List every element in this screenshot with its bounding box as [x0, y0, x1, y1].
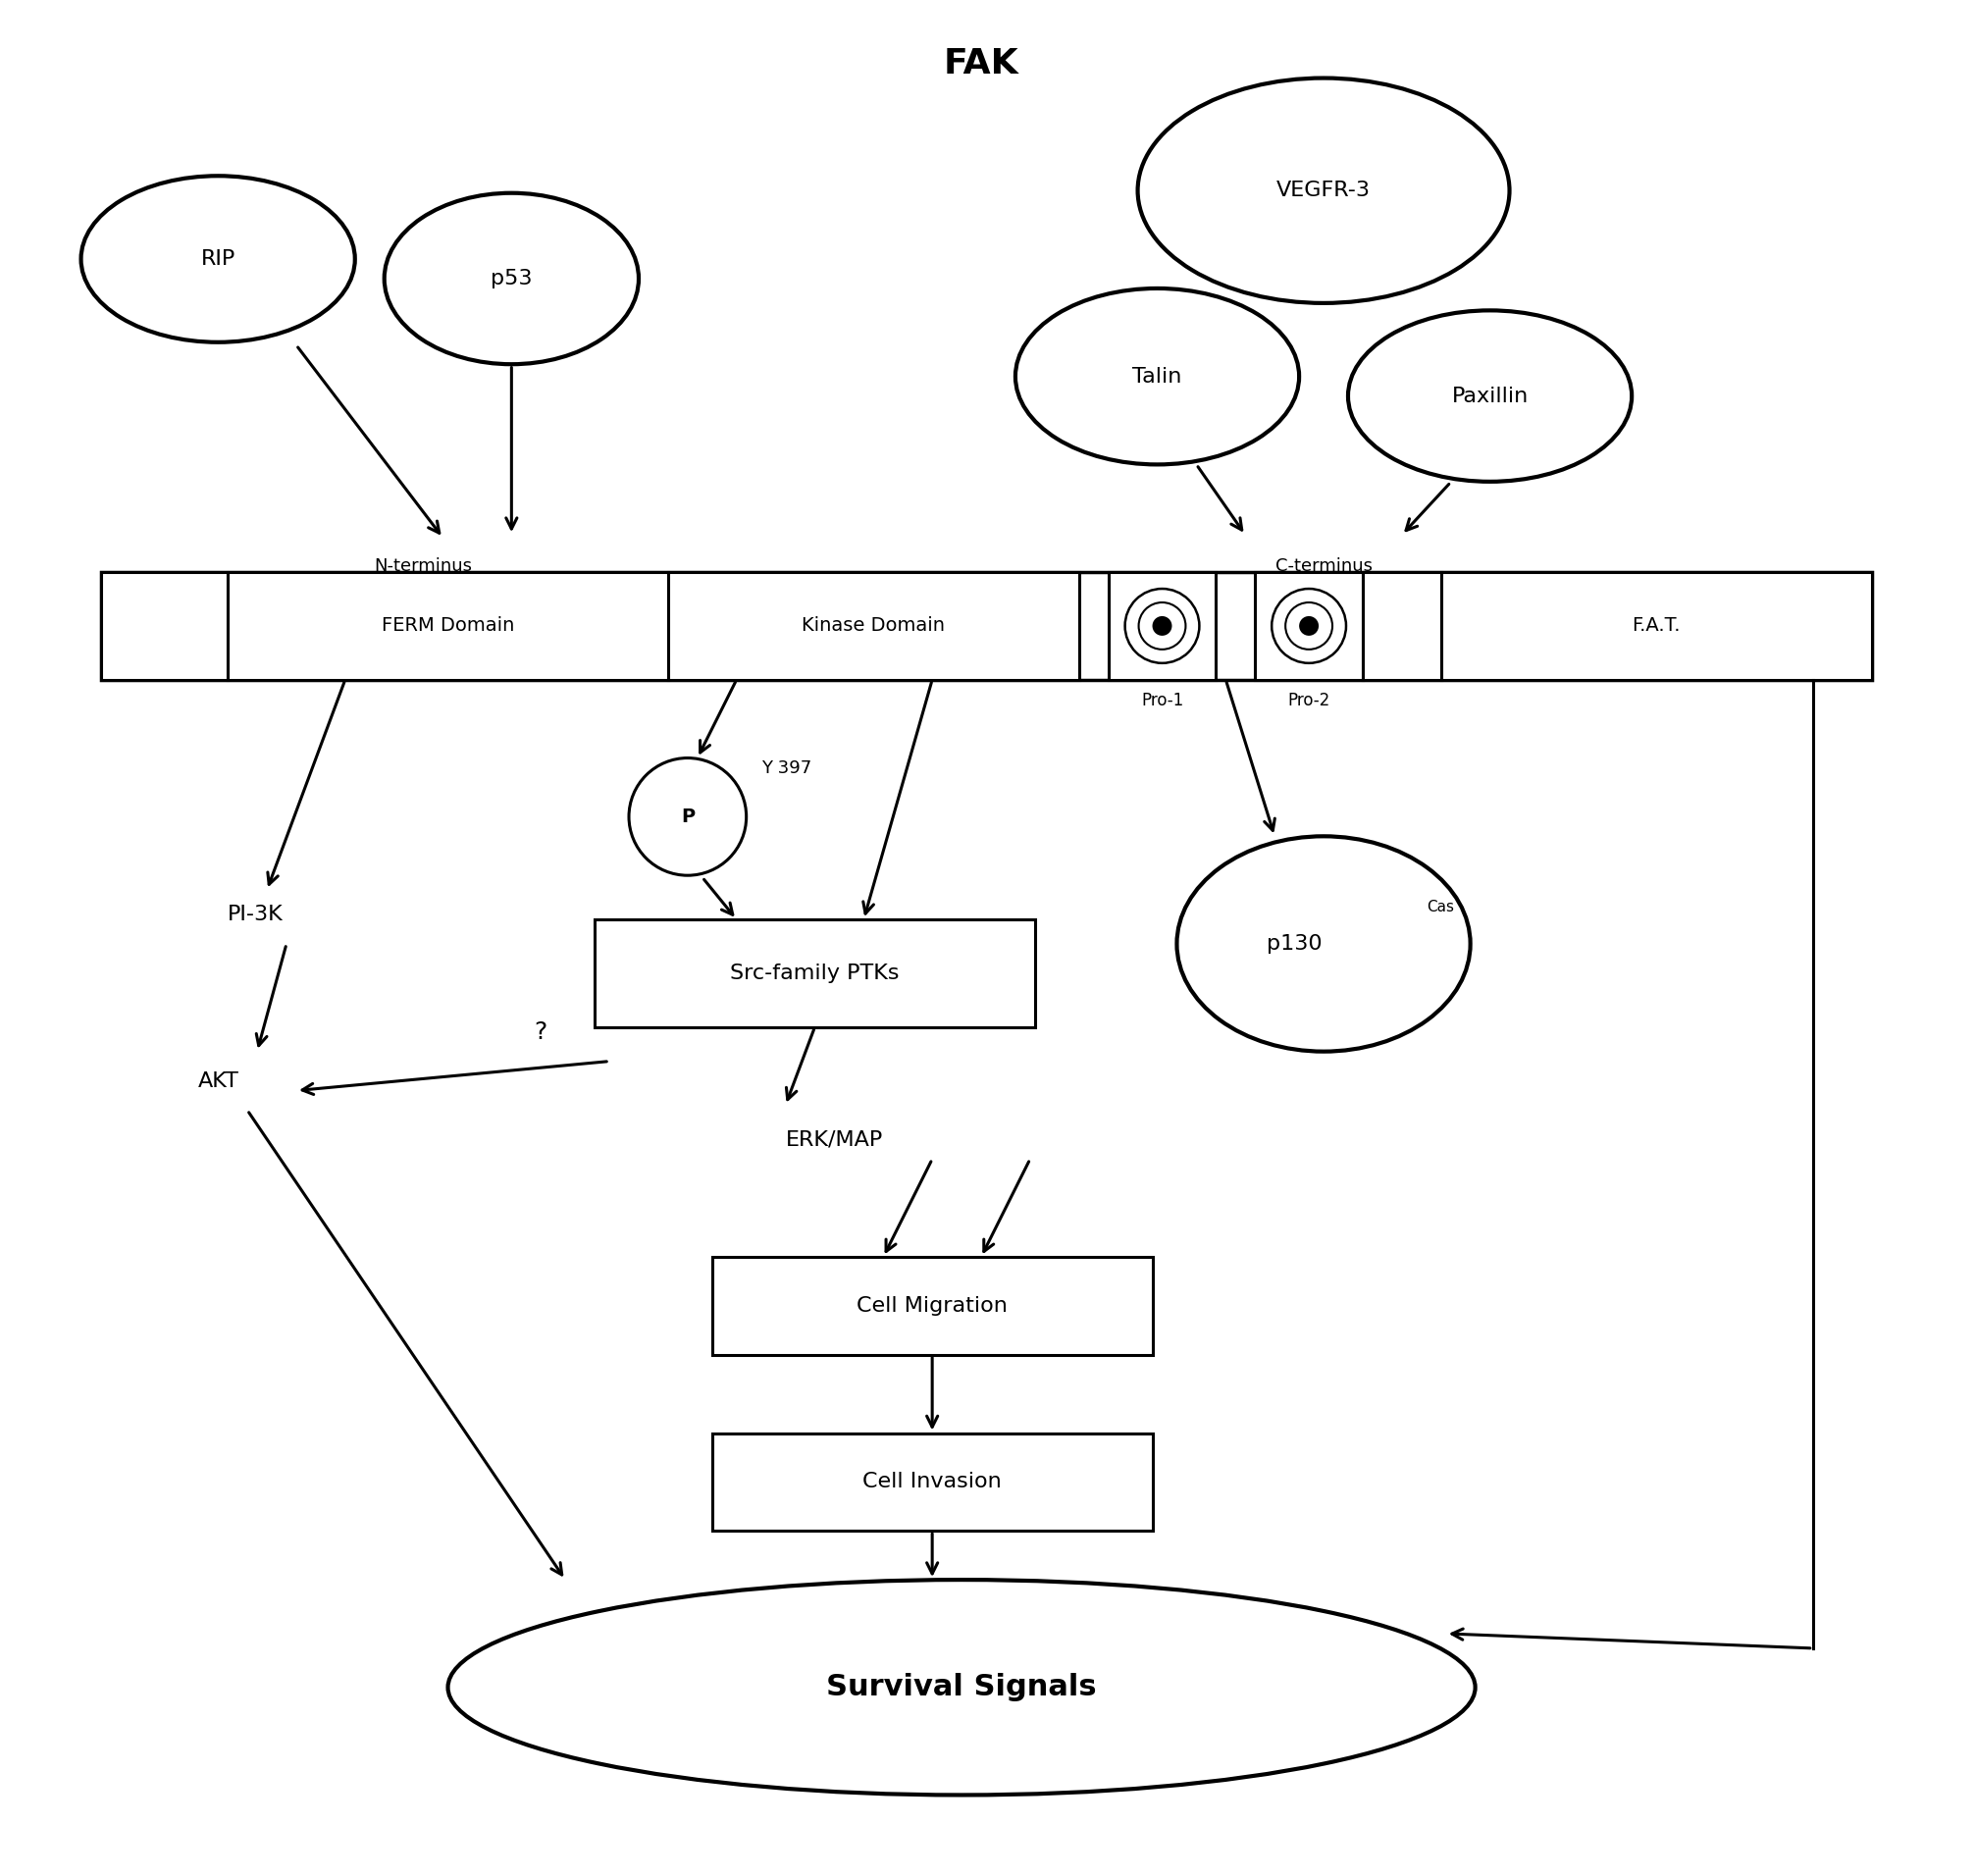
Ellipse shape [1349, 310, 1631, 482]
Text: Cell Migration: Cell Migration [857, 1296, 1007, 1315]
Text: Paxillin: Paxillin [1452, 386, 1529, 405]
Text: VEGFR-3: VEGFR-3 [1276, 180, 1371, 201]
Text: AKT: AKT [198, 1071, 239, 1090]
Circle shape [1151, 615, 1171, 636]
Circle shape [1140, 602, 1185, 649]
Bar [1363, 572, 1442, 679]
Circle shape [1286, 602, 1333, 649]
Text: Pro-1: Pro-1 [1142, 692, 1183, 709]
Bar [1442, 572, 1872, 679]
Bar [1254, 572, 1363, 679]
Text: Src-family PTKs: Src-family PTKs [731, 964, 899, 983]
Ellipse shape [1177, 837, 1469, 1051]
Text: Cas: Cas [1426, 899, 1454, 914]
Text: F.A.T.: F.A.T. [1631, 617, 1681, 636]
Text: FAK: FAK [944, 47, 1019, 81]
Bar [713, 1257, 1151, 1354]
Text: Cell Invasion: Cell Invasion [863, 1473, 1001, 1491]
Bar [101, 572, 227, 679]
Text: Pro-2: Pro-2 [1288, 692, 1329, 709]
Text: Y 397: Y 397 [760, 760, 812, 777]
Text: ?: ? [535, 1021, 547, 1043]
Text: C-terminus: C-terminus [1276, 557, 1373, 576]
Text: Kinase Domain: Kinase Domain [802, 617, 946, 636]
Circle shape [1300, 615, 1319, 636]
Text: PI-3K: PI-3K [227, 904, 284, 925]
Ellipse shape [385, 193, 638, 364]
Bar [1108, 572, 1217, 679]
Ellipse shape [1015, 289, 1300, 465]
Ellipse shape [1138, 79, 1509, 304]
Ellipse shape [448, 1580, 1475, 1795]
Text: p53: p53 [490, 268, 533, 289]
Bar [713, 1433, 1151, 1531]
Text: RIP: RIP [201, 250, 235, 268]
Text: Survival Signals: Survival Signals [826, 1673, 1096, 1702]
Text: Talin: Talin [1132, 366, 1181, 386]
Circle shape [628, 758, 747, 876]
Text: FERM Domain: FERM Domain [381, 617, 514, 636]
Ellipse shape [81, 176, 356, 341]
Text: P: P [681, 807, 695, 825]
Bar [101, 572, 1872, 679]
Text: p130: p130 [1266, 934, 1321, 953]
Bar [668, 572, 1078, 679]
Bar [594, 919, 1035, 1026]
Circle shape [1272, 589, 1347, 662]
Text: N-terminus: N-terminus [375, 557, 472, 576]
Bar [227, 572, 668, 679]
Text: ERK/MAP: ERK/MAP [786, 1129, 883, 1150]
Circle shape [1126, 589, 1199, 662]
